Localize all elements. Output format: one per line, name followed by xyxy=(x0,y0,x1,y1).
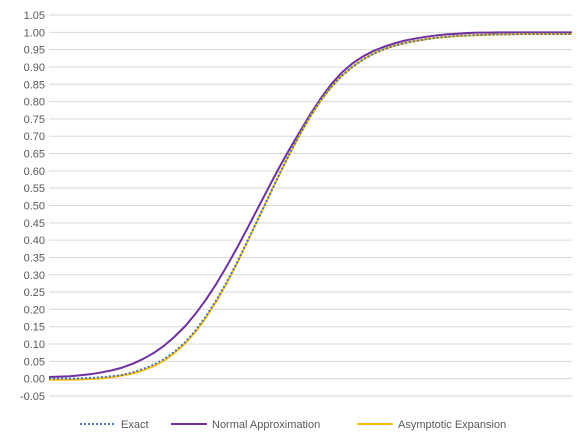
y-tick-label: 0.25 xyxy=(24,287,45,299)
series-lines xyxy=(48,31,572,381)
y-tick-label: 0.35 xyxy=(24,252,45,264)
y-tick-label: -0.05 xyxy=(20,391,45,403)
y-tick-label: 0.10 xyxy=(24,339,45,351)
legend-label: Asymptotic Expansion xyxy=(398,419,506,431)
y-tick-label: 1.05 xyxy=(24,10,45,22)
y-tick-label: 0.70 xyxy=(24,131,45,143)
y-tick-label: 0.45 xyxy=(24,218,45,230)
y-tick-label: 0.75 xyxy=(24,114,45,126)
y-tick-label: 0.55 xyxy=(24,183,45,195)
y-tick-label: 0.90 xyxy=(24,62,45,74)
y-tick-label: 0.60 xyxy=(24,166,45,178)
y-tick-label: 0.30 xyxy=(24,270,45,282)
y-tick-label: 0.40 xyxy=(24,235,45,247)
y-axis-tick-labels: 1.05 1.00 0.95 0.90 0.85 0.80 0.75 0.70 0.65 0.60… xyxy=(20,10,45,403)
gridlines xyxy=(49,14,572,397)
y-tick-label: 0.85 xyxy=(24,79,45,91)
legend-label: Exact xyxy=(121,419,149,431)
normal-approximation-series-line xyxy=(48,31,572,378)
legend: Exact Normal Approximation Asymptotic Expa… xyxy=(80,419,506,431)
asymptotic-expansion-series-line xyxy=(49,33,572,381)
y-tick-label: 0.50 xyxy=(24,201,45,213)
y-tick-label: 0.15 xyxy=(24,322,45,334)
y-tick-label: 1.00 xyxy=(24,27,45,39)
legend-label: Normal Approximation xyxy=(212,419,320,431)
y-tick-label: 0.20 xyxy=(24,304,45,316)
y-tick-label: 0.80 xyxy=(24,97,45,109)
y-tick-label: 0.05 xyxy=(24,356,45,368)
y-tick-label: 0.65 xyxy=(24,149,45,161)
y-tick-label: 0.95 xyxy=(24,45,45,57)
y-tick-label: 0.00 xyxy=(24,374,45,386)
exact-series-line xyxy=(49,33,572,380)
